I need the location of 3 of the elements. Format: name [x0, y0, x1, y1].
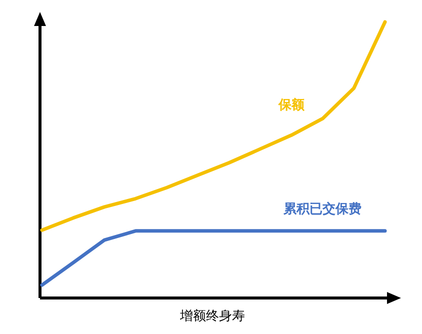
series-label: 保额: [277, 97, 306, 114]
x-axis-title: 增额终身寿: [179, 309, 245, 324]
series-label: 累积已交保费: [282, 200, 362, 217]
